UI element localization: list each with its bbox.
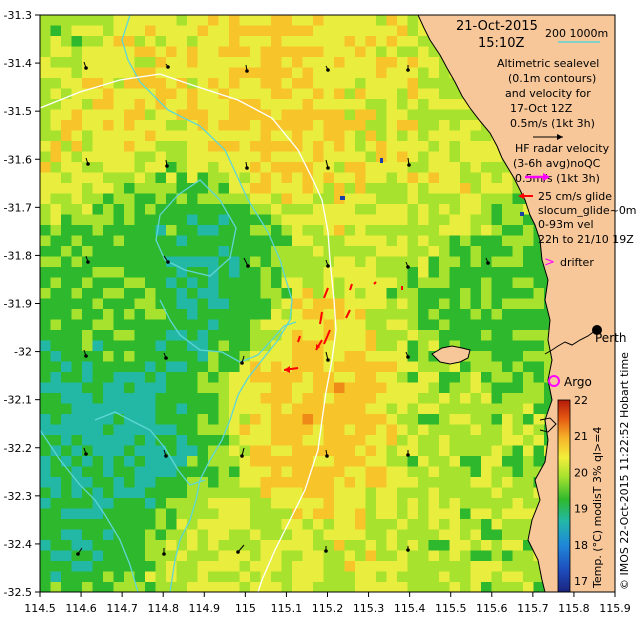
glider-vector (349, 283, 353, 291)
credit-text: © IMOS 22-Oct-2015 11:22:52 Hobart time (618, 352, 631, 590)
drifter-arrow-icon: > (544, 255, 555, 270)
alt-vector-heads (76, 65, 490, 556)
sealevel-line-4: 17-Oct 12Z (510, 102, 573, 115)
hf-scale: 0.5m/s (1kt 3h) (515, 172, 600, 185)
y-tick-label: -32.2 (4, 442, 32, 455)
glider-vector (297, 335, 301, 343)
isobath-200m-loop (155, 179, 237, 277)
argo-icon (548, 375, 560, 387)
y-tick-label: -31.5 (4, 105, 32, 118)
isobath-legend: 200 1000m (545, 27, 608, 40)
y-tick-label: -31.8 (4, 249, 32, 262)
argo-label: Argo (564, 375, 592, 389)
colorbar-tick-label: 21 (574, 430, 588, 443)
x-tick-label: 115.4 (394, 602, 426, 615)
sealevel-line-2: (0.1m contours) (508, 72, 596, 85)
glider-scale-arrowhead (518, 193, 524, 199)
x-axis: 114.5 114.6 114.7 114.8 114.9 115 115.1 115.2 11… (24, 592, 631, 615)
perth-marker (592, 325, 602, 335)
x-tick-label: 114.8 (147, 602, 179, 615)
x-tick-label: 115.6 (476, 602, 508, 615)
glider-vector (373, 281, 377, 285)
x-tick-label: 115.8 (558, 602, 590, 615)
hf-marker (340, 196, 345, 200)
y-tick-label: -32.4 (4, 538, 32, 551)
hf-line-2: (3-6h avg)noQC (513, 157, 601, 170)
colorbar-tick-label: 19 (574, 503, 588, 516)
x-tick-label: 115.1 (271, 602, 303, 615)
y-tick-label: -31.9 (4, 298, 32, 311)
isobath-200m-west (40, 429, 139, 592)
x-tick-label: 115.9 (599, 602, 631, 615)
x-tick-label: 114.9 (189, 602, 221, 615)
drifter-label: drifter (560, 256, 594, 269)
glider-vector (323, 287, 329, 299)
y-tick-label: -32.1 (4, 394, 32, 407)
hf-markers (340, 158, 524, 216)
glider-vector (319, 311, 323, 325)
colorbar-tick-label: 20 (574, 466, 588, 479)
glider-line-1: slocum_glide~0m (538, 204, 637, 217)
hf-line-1: HF radar velocity (515, 142, 610, 155)
glider-scale: 25 cm/s glide (538, 190, 612, 203)
swan-river (544, 329, 597, 355)
perth-label: Perth (595, 331, 626, 345)
hf-marker (520, 212, 524, 216)
colorbar-gradient (557, 399, 571, 593)
rottnest-island (431, 345, 471, 365)
y-axis: -31.3 -31.4 -31.5 -31.6 -31.7 -31.8 -31.9 -32 -3… (4, 9, 40, 599)
glider-heads (284, 344, 320, 373)
isobath-1000m (40, 73, 337, 592)
sealevel-line-3: and velocity for (505, 87, 591, 100)
x-tick-label: 115.5 (435, 602, 467, 615)
river-estuary (539, 417, 557, 433)
x-tick-label: 114.6 (65, 602, 97, 615)
glider-vector (345, 309, 351, 319)
x-tick-label: 114.7 (106, 602, 138, 615)
colorbar-tick-label: 18 (574, 539, 588, 552)
sealevel-line-1: Altimetric sealevel (497, 57, 599, 70)
y-tick-label: -31.3 (4, 9, 32, 22)
legend: 21-Oct-2015 15:10Z 200 1000m Altimetric … (456, 19, 637, 270)
colorbar-label: Temp. (°C) modisT 3% ql>=4 (591, 427, 604, 589)
y-tick-label: -32.5 (4, 586, 32, 599)
sealevel-scale-arrowhead (557, 134, 563, 140)
x-tick-label: 115.2 (312, 602, 344, 615)
x-tick-label: 114.5 (24, 602, 56, 615)
colorbar: 22 21 20 19 18 17 Temp. (°C) modisT 3% ql>=4 (557, 394, 604, 593)
title-date: 21-Oct-2015 (456, 19, 538, 34)
x-tick-label: 115.7 (517, 602, 549, 615)
glider-vector (323, 329, 331, 345)
y-tick-label: -32.3 (4, 490, 32, 503)
x-tick-label: 115 (235, 602, 256, 615)
colorbar-tick-label: 17 (574, 575, 588, 588)
isobath-200m-west2 (94, 411, 206, 486)
isobath-200m-inner (159, 299, 297, 363)
y-tick-label: -32 (14, 346, 32, 359)
colorbar-tick-label: 22 (574, 394, 588, 407)
glider-line-2: 0-93m vel (538, 218, 594, 231)
y-tick-label: -31.7 (4, 201, 32, 214)
hf-marker (380, 158, 383, 163)
sealevel-scale: 0.5m/s (1kt 3h) (510, 117, 595, 130)
glider-line-3: 22h to 21/10 19Z (538, 233, 634, 246)
y-tick-label: -31.4 (4, 57, 32, 70)
isobath-200m (121, 15, 293, 592)
x-tick-label: 115.3 (353, 602, 385, 615)
colorbar-ticks: 22 21 20 19 18 17 (574, 394, 588, 588)
isobaths (40, 15, 337, 592)
y-tick-label: -31.6 (4, 153, 32, 166)
title-time: 15:10Z (478, 36, 524, 51)
hf-scale-arrowhead (543, 173, 550, 181)
